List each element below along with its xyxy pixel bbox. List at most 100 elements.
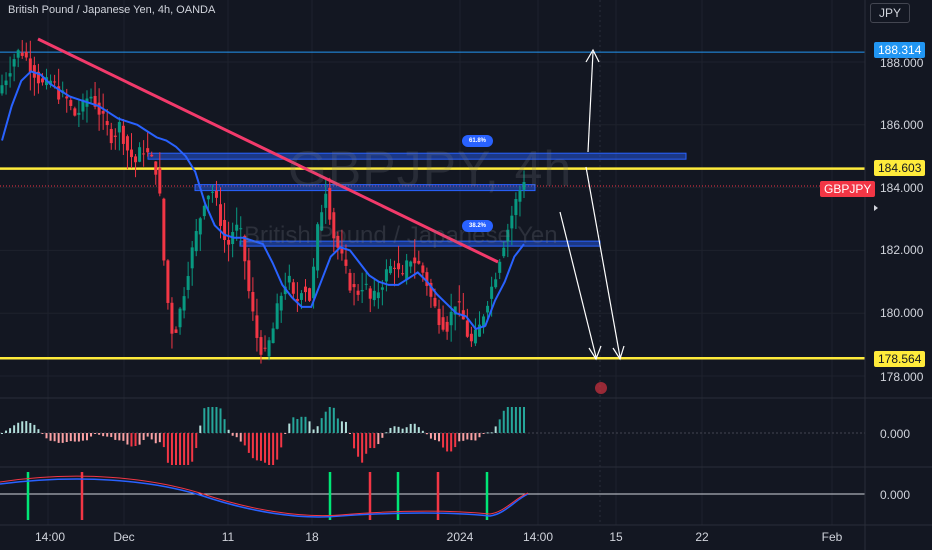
osc1-bar-95 xyxy=(385,432,388,434)
time-label-11: 11 xyxy=(221,530,235,544)
candle-body-53 xyxy=(214,190,218,198)
candle-body-1 xyxy=(4,80,8,86)
osc1-bar-62 xyxy=(251,433,254,459)
osc1-bar-29 xyxy=(118,433,121,441)
candle-body-111 xyxy=(449,311,453,326)
candle-body-24 xyxy=(97,102,101,115)
candle-body-45 xyxy=(182,296,186,311)
candle-body-7 xyxy=(28,58,32,73)
osc1-bar-9 xyxy=(37,429,40,433)
projection-arrows xyxy=(559,48,625,394)
candle-body-87 xyxy=(352,284,356,288)
osc1-bar-80 xyxy=(324,411,327,433)
osc1-bar-115 xyxy=(466,433,469,440)
osc1-bar-107 xyxy=(433,433,436,441)
osc1-bar-81 xyxy=(328,407,331,433)
candle-body-98 xyxy=(397,263,401,270)
osc1-bar-129 xyxy=(523,407,525,433)
osc1-bar-123 xyxy=(498,419,501,433)
candle-body-126 xyxy=(510,215,514,229)
osc1-bar-4 xyxy=(17,422,20,433)
candle-body-102 xyxy=(413,257,417,264)
trendline-segment xyxy=(37,37,499,264)
osc1-bar-2 xyxy=(9,428,12,433)
up-arrow-shaft xyxy=(587,51,594,153)
candle-body-55 xyxy=(223,219,227,240)
osc1-bar-47 xyxy=(191,433,194,462)
candle-body-2 xyxy=(8,73,12,77)
osc1-bar-91 xyxy=(369,433,372,449)
oscillator-lines xyxy=(0,472,865,520)
osc1-bar-113 xyxy=(458,433,461,442)
candle-body-115 xyxy=(465,320,469,337)
osc1-bar-70 xyxy=(284,433,287,434)
candle-body-39 xyxy=(158,168,162,194)
target-price-tag[interactable]: 188.314 xyxy=(874,42,926,58)
level-lines xyxy=(0,51,865,360)
osc1-bar-103 xyxy=(417,427,420,433)
osc1-bar-121 xyxy=(490,432,493,434)
candle-body-34 xyxy=(138,147,142,162)
osc1-bar-116 xyxy=(470,433,473,441)
candle-body-112 xyxy=(453,306,457,315)
time-label-dec: Dec xyxy=(113,530,135,544)
resistance-price-tag[interactable]: 184.603 xyxy=(874,160,926,176)
candle-body-35 xyxy=(142,153,146,155)
candle-body-61 xyxy=(247,260,251,292)
time-label-1400b: 14:00 xyxy=(522,530,554,544)
candle-body-26 xyxy=(105,121,109,126)
osc1-bar-122 xyxy=(494,426,497,433)
osc1-bar-108 xyxy=(438,433,441,442)
candle-body-5 xyxy=(20,52,24,56)
osc1-bar-128 xyxy=(518,407,521,433)
osc1-bar-74 xyxy=(300,416,303,433)
osc1-bar-36 xyxy=(146,433,149,437)
candle-body-118 xyxy=(477,324,481,337)
osc1-bar-24 xyxy=(98,433,101,435)
candle-body-124 xyxy=(502,247,506,257)
candle-body-92 xyxy=(372,290,376,301)
osc1-bar-18 xyxy=(73,433,76,442)
osc1-bar-84 xyxy=(340,421,343,433)
candle-body-68 xyxy=(275,303,279,329)
candle-body-49 xyxy=(198,218,202,235)
down-arrow-head-2 xyxy=(588,345,602,361)
osc1-bar-49 xyxy=(199,425,202,433)
osc1-bar-17 xyxy=(69,433,72,442)
osc1-bar-82 xyxy=(332,407,335,433)
osc1-bar-31 xyxy=(126,433,129,445)
support-price-tag[interactable]: 178.564 xyxy=(874,351,926,367)
candle-body-78 xyxy=(316,224,320,271)
candle-body-81 xyxy=(328,187,332,220)
osc1-bar-92 xyxy=(373,433,376,449)
currency-selector[interactable]: JPY xyxy=(870,3,910,23)
descending-trendline xyxy=(37,37,499,264)
osc1-bar-38 xyxy=(154,433,157,444)
osc1-bar-16 xyxy=(65,433,68,442)
osc1-bar-40 xyxy=(162,433,165,448)
osc1-bar-104 xyxy=(421,430,424,433)
candle-body-72 xyxy=(291,282,295,294)
osc1-bar-85 xyxy=(344,421,347,433)
candle-body-31 xyxy=(125,136,129,151)
candle-body-103 xyxy=(417,260,421,264)
osc1-bar-54 xyxy=(219,408,222,433)
candle-body-66 xyxy=(267,340,271,357)
candle-body-64 xyxy=(259,337,263,355)
fib-618-label[interactable]: 61.8% xyxy=(462,135,494,147)
candle-body-101 xyxy=(409,261,413,267)
osc2-signal-line xyxy=(0,478,529,518)
ma-path xyxy=(1,70,525,331)
osc1-bar-3 xyxy=(13,425,16,433)
down-arrow-head-1 xyxy=(612,345,625,361)
osc1-bar-67 xyxy=(272,433,275,465)
candle-body-97 xyxy=(393,267,397,269)
candle-body-69 xyxy=(279,295,283,311)
osc1-bar-100 xyxy=(405,427,408,433)
osc1-bar-50 xyxy=(203,408,206,433)
osc1-bar-64 xyxy=(259,433,262,461)
candle-body-84 xyxy=(340,247,344,254)
symbol-price-tag[interactable]: GBPJPY xyxy=(820,181,876,197)
fib-382-label[interactable]: 38.2% xyxy=(462,220,494,232)
